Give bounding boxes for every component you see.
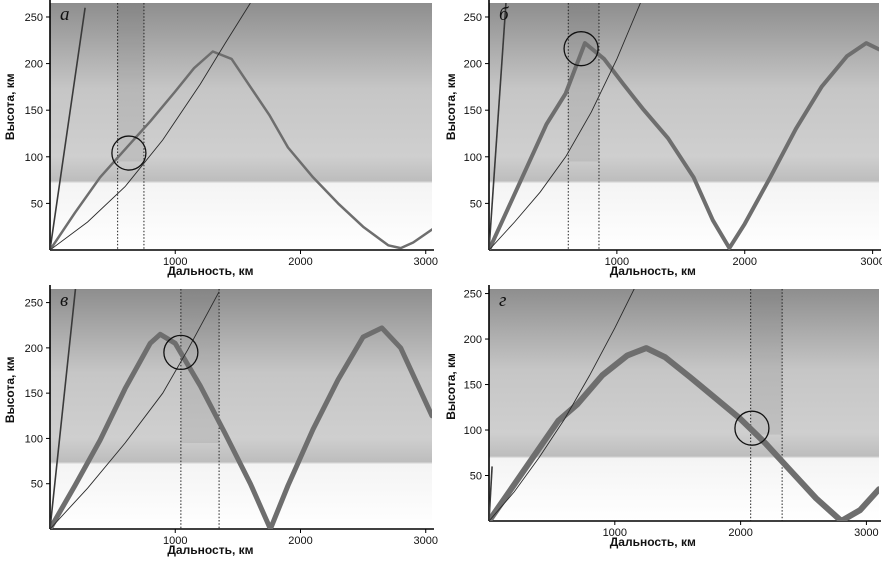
chart-b: 50 100 150 200 250 1000 2000 3000 Дальность, км В… xyxy=(444,0,882,278)
y-tick-label: 100 xyxy=(464,425,482,437)
x-axis-title: Дальность, км xyxy=(167,264,253,278)
x-tick-label: 1000 xyxy=(605,256,629,268)
chart-c: 50 100 150 200 250 1000 2000 3000 Дальность, км В… xyxy=(3,285,438,557)
y-tick-label: 100 xyxy=(25,152,43,164)
y-tick-label: 250 xyxy=(25,298,43,310)
y-axis-title: Высота, км xyxy=(3,73,17,140)
plot-area xyxy=(50,3,432,250)
highlight-circle xyxy=(163,334,199,371)
x-tick-label: 2000 xyxy=(728,527,752,539)
y-tick-label: 150 xyxy=(464,105,482,117)
x-tick-label: 3000 xyxy=(413,256,437,268)
y-tick-label: 200 xyxy=(25,59,43,71)
series-steep-line xyxy=(489,3,507,250)
highlight-circle xyxy=(563,31,599,67)
ionosphere-shading xyxy=(50,289,432,529)
panel-letter: г xyxy=(499,290,506,311)
plot-area xyxy=(489,3,879,250)
x-tick-label: 2000 xyxy=(288,535,312,547)
panel-c: 50 100 150 200 250 1000 2000 3000 Дальность, км В… xyxy=(0,283,440,576)
y-axis-title: Высота, км xyxy=(444,73,458,140)
x-axis-title: Дальность, км xyxy=(167,543,253,557)
highlight-circle xyxy=(111,135,147,171)
y-tick-label: 150 xyxy=(25,388,43,400)
y-tick-label: 50 xyxy=(470,198,482,210)
series-curve xyxy=(489,289,635,521)
panel-letter: б xyxy=(499,4,510,25)
y-tick-label: 50 xyxy=(31,198,43,210)
y-tick-label: 150 xyxy=(25,105,43,117)
series-ray xyxy=(489,345,879,521)
x-tick-label: 1000 xyxy=(163,535,187,547)
y-tick-label: 50 xyxy=(470,471,482,483)
series-ray xyxy=(50,50,432,250)
axes: 50 100 150 200 250 1000 2000 3000 Дальность, км В… xyxy=(3,285,438,557)
x-tick-label: 3000 xyxy=(854,527,878,539)
ionosphere-shading xyxy=(489,289,879,521)
background xyxy=(50,289,432,529)
panel-d: 50 100 150 200 250 1000 2000 3000 Дальность, км В… xyxy=(441,283,882,576)
plot-area xyxy=(489,289,879,521)
chart-a: 50 100 150 200 250 1000 2000 3000 Дальность, км В… xyxy=(3,0,438,278)
x-axis-title: Дальность, км xyxy=(610,264,696,278)
x-tick-label: 2000 xyxy=(288,256,312,268)
axes: 50 100 150 200 250 1000 2000 3000 Дальность, км В… xyxy=(444,285,881,549)
x-tick-label: 2000 xyxy=(732,256,756,268)
series-steep-line xyxy=(50,7,86,250)
y-tick-label: 200 xyxy=(464,334,482,346)
axes: 50 100 150 200 250 1000 2000 3000 Дальность, км В… xyxy=(444,0,882,278)
panel-a: 50 100 150 200 250 1000 2000 3000 Дальность, км В… xyxy=(0,0,440,282)
background xyxy=(489,3,879,250)
background xyxy=(489,289,879,521)
y-tick-label: 100 xyxy=(25,433,43,445)
series-curve xyxy=(50,3,251,250)
y-tick-label: 50 xyxy=(31,479,43,491)
window-band xyxy=(750,289,783,435)
x-tick-label: 3000 xyxy=(860,256,882,268)
y-tick-label: 100 xyxy=(464,152,482,164)
highlight-circle xyxy=(734,410,770,446)
x-axis-title: Дальность, км xyxy=(610,535,696,549)
axes: 50 100 150 200 250 1000 2000 3000 Дальность, км В… xyxy=(3,0,438,278)
series-ray xyxy=(50,325,432,529)
panel-letter: а xyxy=(60,4,70,25)
y-tick-label: 250 xyxy=(464,289,482,301)
y-axis-title: Высота, км xyxy=(3,356,17,423)
y-tick-label: 200 xyxy=(25,343,43,355)
x-tick-label: 3000 xyxy=(413,535,437,547)
y-axis-title: Высота, км xyxy=(444,353,458,420)
panel-letter: в xyxy=(60,290,68,311)
x-tick-label: 1000 xyxy=(163,256,187,268)
y-tick-label: 250 xyxy=(25,12,43,24)
ionosphere-shading xyxy=(50,3,432,250)
series-ray xyxy=(489,41,879,250)
y-tick-label: 200 xyxy=(464,59,482,71)
series-curve xyxy=(489,3,641,250)
y-tick-label: 250 xyxy=(464,12,482,24)
x-tick-label: 1000 xyxy=(603,527,627,539)
y-tick-label: 150 xyxy=(464,380,482,392)
panel-b: 50 100 150 200 250 1000 2000 3000 Дальность, км В… xyxy=(441,0,882,282)
window-band xyxy=(568,3,599,162)
ionosphere-shading xyxy=(489,3,879,250)
chart-d: 50 100 150 200 250 1000 2000 3000 Дальность, км В… xyxy=(444,285,881,549)
series-steep-line xyxy=(50,289,77,529)
background xyxy=(50,3,432,250)
series-steep-line xyxy=(489,466,493,521)
